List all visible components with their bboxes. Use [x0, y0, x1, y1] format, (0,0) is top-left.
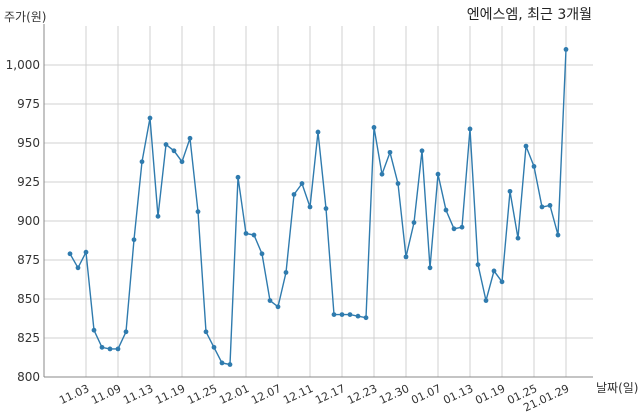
data-point: [403, 254, 409, 260]
data-point: [171, 148, 177, 154]
data-point: [531, 164, 537, 169]
data-point: [523, 143, 529, 149]
data-point: [355, 313, 361, 319]
x-tick-label: 12.17: [313, 382, 347, 407]
x-tick-label: 12.07: [249, 382, 283, 407]
data-point: [123, 329, 129, 335]
data-point: [179, 159, 185, 165]
x-tick-label: 11.03: [57, 382, 91, 407]
data-point: [563, 47, 569, 52]
data-point: [275, 304, 281, 310]
data-point: [299, 181, 305, 186]
data-point: [499, 279, 505, 285]
y-tick-label: 975: [17, 97, 40, 111]
x-tick-label: 12.01: [217, 382, 251, 407]
data-point: [363, 315, 369, 321]
data-point: [307, 204, 313, 210]
data-point: [419, 148, 425, 154]
series-line: [69, 49, 567, 366]
x-tick-label: 11.25: [185, 382, 219, 407]
data-point: [67, 251, 73, 257]
data-point: [243, 231, 249, 236]
data-point: [515, 235, 521, 241]
data-point: [483, 298, 489, 303]
data-point: [147, 115, 153, 121]
data-point: [219, 360, 225, 366]
data-point: [139, 159, 145, 165]
x-tick-label: 01.19: [473, 382, 507, 407]
data-point: [547, 203, 553, 208]
y-tick-label: 925: [17, 175, 40, 189]
y-tick-label: 875: [17, 253, 40, 267]
data-point: [283, 270, 289, 275]
data-point: [227, 362, 233, 367]
data-point: [163, 142, 169, 147]
y-tick-label: 850: [17, 292, 40, 306]
data-point: [443, 207, 449, 213]
y-axis-label: 주가(원): [4, 10, 47, 24]
chart-title: 엔에스엠, 최근 3개월: [466, 7, 592, 23]
data-point: [131, 237, 137, 243]
data-point: [107, 346, 113, 352]
data-point: [451, 226, 457, 232]
data-point: [195, 209, 201, 215]
data-point: [555, 232, 561, 238]
data-point: [203, 329, 209, 335]
x-axis-label: 날짜(일): [596, 381, 639, 395]
data-point: [187, 135, 193, 141]
x-tick-label: 01.13: [441, 382, 475, 407]
data-point: [411, 220, 417, 225]
y-tick-label: 800: [17, 370, 40, 384]
data-point: [395, 181, 401, 186]
data-point: [339, 312, 345, 317]
data-point: [435, 171, 441, 177]
data-point: [323, 206, 329, 211]
data-point: [475, 262, 481, 268]
data-point: [211, 344, 217, 350]
data-point: [235, 174, 241, 180]
data-point: [347, 312, 353, 317]
data-point: [155, 213, 161, 219]
data-point: [115, 346, 121, 352]
y-tick-label: 1,000: [6, 58, 40, 72]
data-point: [83, 249, 89, 255]
data-point: [387, 149, 393, 155]
data-point: [491, 268, 497, 274]
data-point: [331, 312, 337, 317]
x-tick-label: 11.13: [121, 382, 155, 407]
data-point: [371, 125, 377, 130]
data-point: [251, 232, 257, 238]
x-tick-label: 11.09: [89, 382, 123, 407]
x-tick-label: 12.30: [377, 382, 411, 407]
data-point: [75, 265, 81, 271]
data-point: [379, 171, 385, 177]
data-point: [459, 224, 465, 230]
y-tick-label: 950: [17, 136, 40, 150]
data-point: [267, 298, 273, 303]
data-point: [467, 126, 473, 132]
data-point: [539, 204, 545, 210]
x-tick-label: 11.19: [153, 382, 187, 407]
data-point: [99, 344, 105, 350]
data-point: [91, 327, 97, 333]
data-point: [259, 251, 265, 257]
y-tick-label: 900: [17, 214, 40, 228]
x-tick-label: 12.11: [281, 382, 315, 407]
data-point: [291, 192, 297, 197]
data-point: [315, 129, 321, 135]
x-tick-label: 01.07: [409, 382, 443, 407]
data-point: [427, 265, 433, 271]
x-tick-label: 12.23: [345, 382, 379, 407]
y-tick-label: 825: [17, 331, 40, 345]
data-point: [507, 188, 513, 194]
